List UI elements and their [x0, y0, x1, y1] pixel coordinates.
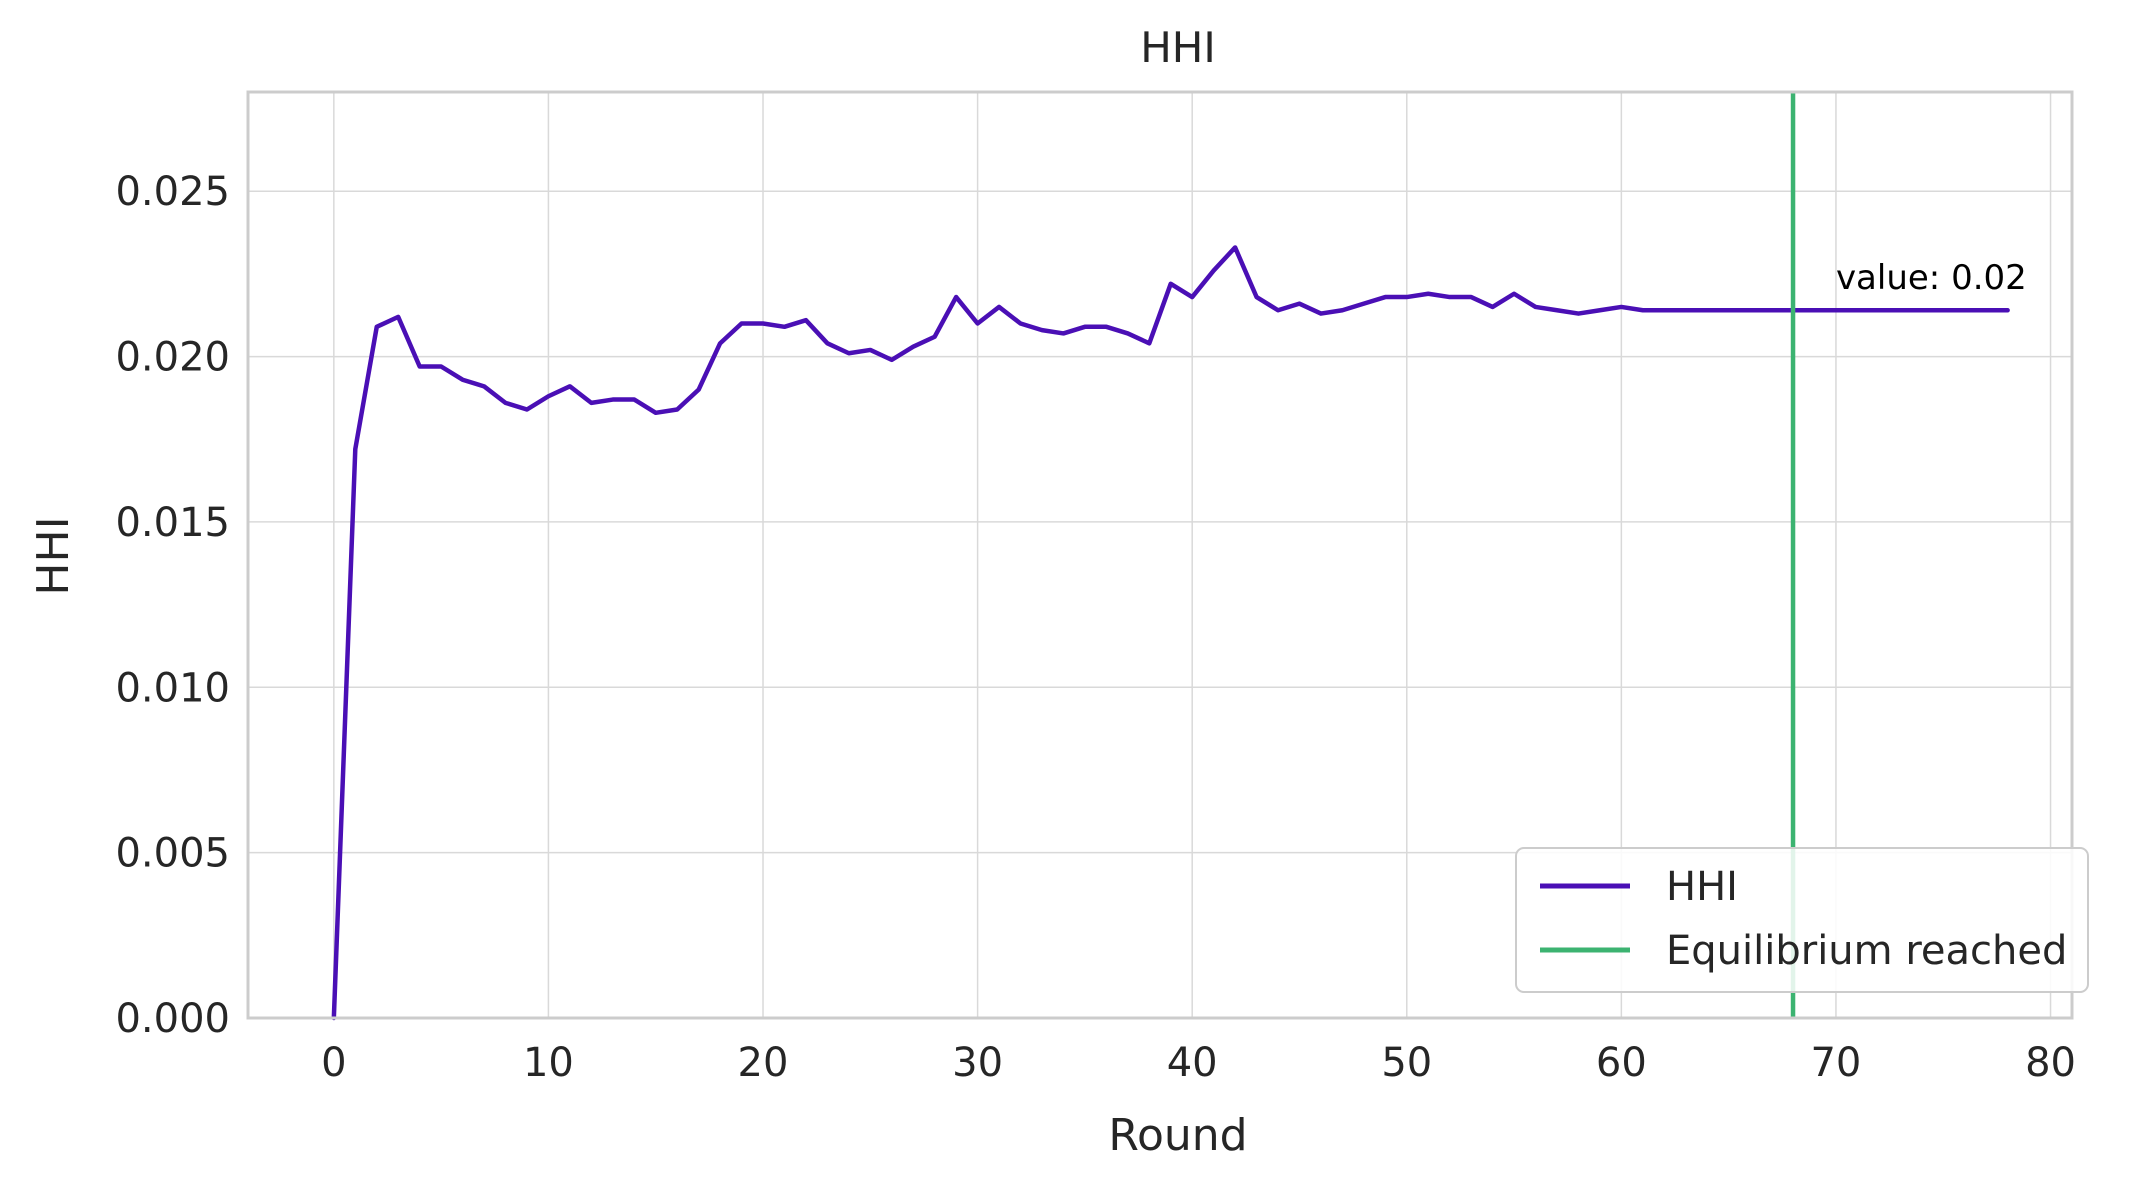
- x-tick-label: 30: [952, 1040, 1003, 1086]
- x-tick-label: 50: [1381, 1040, 1432, 1086]
- y-tick-label: 0.025: [115, 169, 230, 215]
- chart-title: HHI: [1140, 23, 1216, 72]
- y-axis-label: HHI: [28, 516, 79, 595]
- legend: HHI Equilibrium reached: [1516, 848, 2088, 992]
- x-tick-label: 0: [321, 1040, 346, 1086]
- x-tick-label: 80: [2025, 1040, 2076, 1086]
- x-tick-label: 60: [1596, 1040, 1647, 1086]
- y-tick-label: 0.005: [115, 831, 230, 877]
- x-axis-label: Round: [1108, 1110, 1247, 1161]
- y-tick-label: 0.015: [115, 500, 230, 546]
- legend-label-equilibrium: Equilibrium reached: [1666, 928, 2067, 974]
- legend-label-hhi: HHI: [1666, 864, 1738, 910]
- y-tick-label: 0.010: [115, 665, 230, 711]
- y-tick-label: 0.020: [115, 335, 230, 381]
- x-tick-label: 20: [738, 1040, 789, 1086]
- x-tick-label: 10: [523, 1040, 574, 1086]
- y-tick-label: 0.000: [115, 996, 230, 1042]
- value-annotation: value: 0.02: [1836, 258, 2027, 298]
- x-tick-label: 70: [1810, 1040, 1861, 1086]
- x-tick-label: 40: [1167, 1040, 1218, 1086]
